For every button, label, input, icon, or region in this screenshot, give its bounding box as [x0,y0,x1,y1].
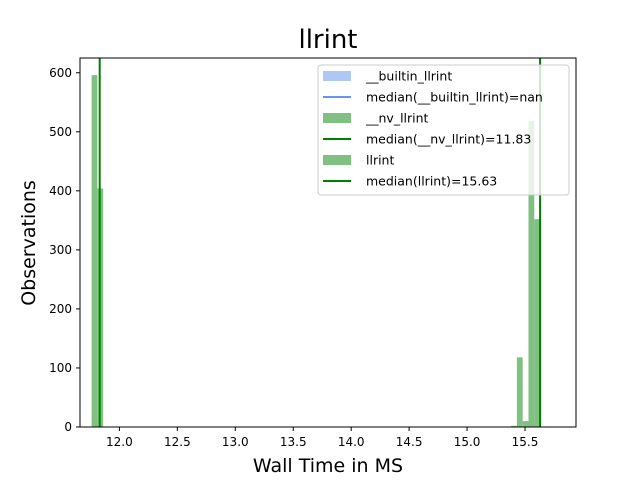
x-tick-label: 15.5 [512,435,539,449]
histogram-bar [516,357,523,427]
histogram-bar [511,425,517,427]
plot-frame [79,57,577,428]
x-tick-label: 12.5 [164,435,191,449]
legend-label: median(__builtin_llrint)=nan [366,90,543,105]
y-axis-ticks: 0 100 200 300 400 500 600 [49,66,80,434]
legend-label: llrint [366,153,394,168]
legend: __builtin_llrint median(__builtin_llrint)… [317,64,570,196]
legend-box [317,64,570,196]
legend-label: __nv_llrint [365,111,429,126]
y-tick-label: 0 [64,420,72,434]
y-axis-label: Observations [18,180,40,306]
legend-patch [323,113,351,123]
y-tick-label: 500 [49,125,72,139]
x-tick-label: 14.0 [338,435,365,449]
legend-patch [323,155,351,165]
x-tick-label: 12.0 [106,435,133,449]
legend-patch [323,71,351,81]
x-axis-ticks: 12.0 12.5 13.0 13.5 14.0 14.5 15.0 15.5 [106,427,538,449]
y-tick-label: 400 [49,184,72,198]
histogram-bar [91,75,98,428]
y-tick-label: 300 [49,243,72,257]
legend-label: median(__nv_llrint)=11.83 [366,132,531,147]
histogram-bar [534,219,541,427]
legend-label: median(llrint)=15.63 [366,174,497,189]
y-tick-label: 100 [49,361,72,375]
x-axis-label: Wall Time in MS [253,455,403,477]
histogram-bar [528,121,535,428]
legend-label: __builtin_llrint [365,69,452,84]
histogram-bar [522,421,529,427]
x-tick-label: 15.0 [454,435,481,449]
y-tick-label: 200 [49,302,72,316]
y-tick-label: 600 [49,66,72,80]
chart-title: llrint [298,25,357,55]
x-tick-label: 13.0 [222,435,249,449]
x-tick-label: 13.5 [280,435,307,449]
x-tick-label: 14.5 [396,435,423,449]
